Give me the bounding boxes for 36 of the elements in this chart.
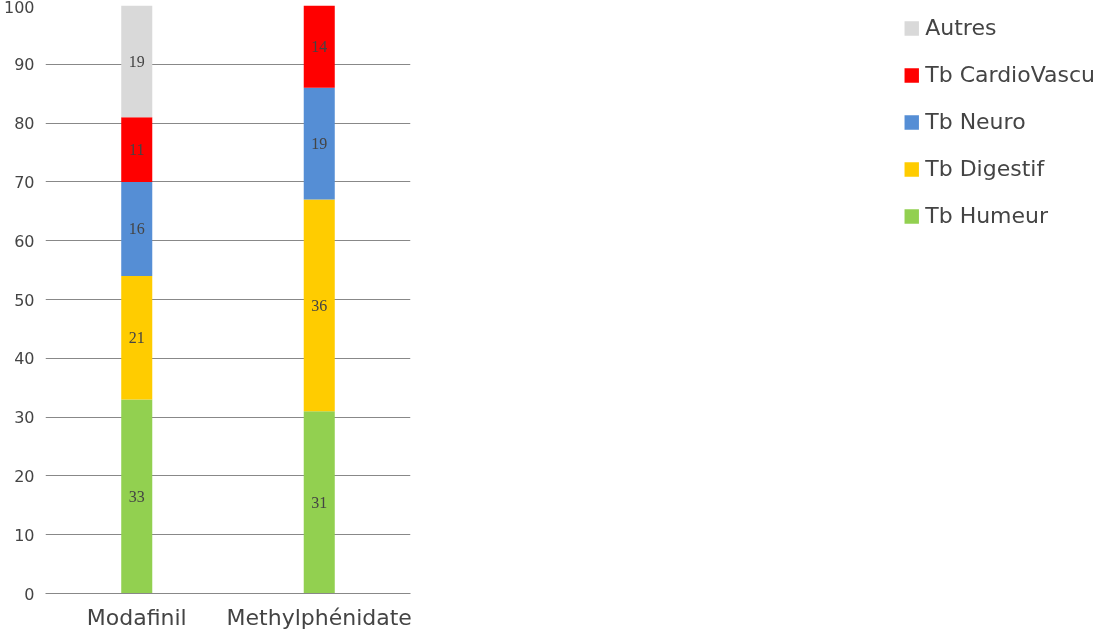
bar [121,275,153,400]
y-tick-label: 60 [14,231,35,251]
data-label: 21 [128,329,145,347]
legend-label: Tb CardioVascu [925,62,1095,87]
data-label: 11 [129,141,145,159]
data-label: 19 [128,52,145,70]
bar [303,411,335,594]
data-label: 16 [128,220,145,238]
data-label: 19 [311,135,328,153]
legend-label: Tb Humeur [925,203,1049,228]
y-tick-label: 90 [14,55,35,75]
bar [303,5,335,88]
bar [303,87,335,200]
x-tick-label: Modafinil [86,604,187,630]
data-label: 33 [128,487,145,505]
legend-label: Autres [925,15,997,40]
legend-label: Tb Digestif [925,156,1045,181]
data-label: 31 [311,493,328,511]
x-tick-label: Methylphénidate [226,604,412,630]
y-tick-label: 70 [14,172,35,192]
y-tick-label: 0 [24,584,35,604]
y-tick-label: 80 [14,114,35,134]
y-tick-label: 10 [14,525,35,545]
legend-label: Tb Neuro [925,109,1026,134]
bar [303,199,335,412]
y-tick-label: 100 [3,0,35,17]
y-tick-label: 20 [14,466,35,486]
y-tick-label: 30 [14,408,35,428]
bar [121,399,153,594]
y-tick-label: 40 [14,349,35,369]
bar [121,181,153,276]
data-label: 36 [311,296,328,314]
bar [121,117,153,182]
y-tick-label: 50 [14,290,35,310]
data-label: 14 [311,38,328,56]
bar [121,5,153,118]
